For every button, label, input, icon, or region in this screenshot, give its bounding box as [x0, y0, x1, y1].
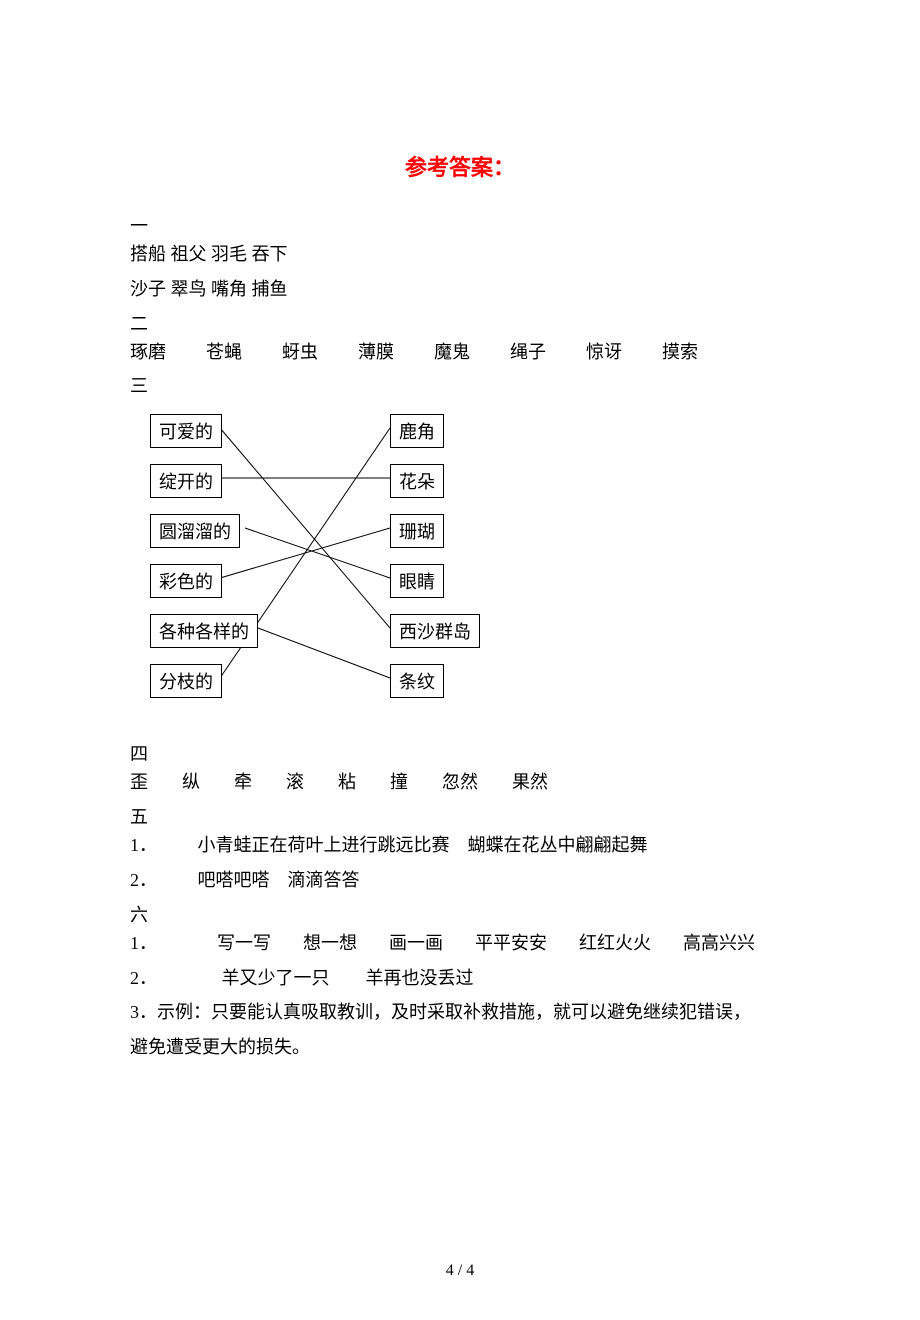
word: 忽然: [442, 768, 478, 797]
matching-diagram: 可爱的绽开的圆溜溜的彩色的各种各样的分枝的 鹿角花朵珊瑚眼睛西沙群岛条纹: [130, 414, 550, 724]
section-six-num: 六: [130, 901, 790, 927]
word: 滚: [286, 768, 304, 797]
item-text: 小青蛙正在荷叶上进行跳远比赛 蝴蝶在花丛中翩翩起舞: [162, 835, 648, 855]
section-five-num: 五: [130, 803, 790, 829]
match-edge: [258, 628, 390, 678]
word: 粘: [338, 768, 356, 797]
item-number: 2．: [130, 968, 157, 988]
word: 魔鬼: [434, 338, 470, 367]
match-right-label: 条纹: [390, 664, 444, 698]
section-five-q2: 2． 吧嗒吧嗒 滴滴答答: [130, 866, 790, 895]
word: 薄膜: [358, 338, 394, 367]
word: 惊讶: [586, 338, 622, 367]
word: 高高兴兴: [683, 929, 755, 958]
match-right-label: 鹿角: [390, 414, 444, 448]
word: 琢磨: [130, 338, 166, 367]
match-left-label: 绽开的: [150, 464, 222, 498]
match-right-label: 珊瑚: [390, 514, 444, 548]
page-title: 参考答案：: [130, 150, 790, 182]
word: 平平安安: [475, 929, 547, 958]
match-left-label: 圆溜溜的: [150, 514, 240, 548]
match-right-label: 花朵: [390, 464, 444, 498]
section-one-num: 一: [130, 212, 790, 238]
section-two-num: 二: [130, 310, 790, 336]
word: 摸索: [662, 338, 698, 367]
match-left-label: 各种各样的: [150, 614, 258, 648]
word: 歪: [130, 768, 148, 797]
word: 红红火火: [579, 929, 651, 958]
page-number-footer: 4 / 4: [130, 1262, 790, 1280]
section-six-q3-line1: 3．示例：只要能认真吸取教训，及时采取补救措施，就可以避免继续犯错误，: [130, 998, 790, 1027]
item-text: 吧嗒吧嗒 滴滴答答: [162, 870, 360, 890]
section-one-line1: 搭船 祖父 羽毛 吞下: [130, 240, 790, 269]
section-six-q2: 2． 羊又少了一只 羊再也没丢过: [130, 964, 790, 993]
match-left-label: 彩色的: [150, 564, 222, 598]
item-text: 羊又少了一只 羊再也没丢过: [162, 968, 474, 988]
match-left-label: 分枝的: [150, 664, 222, 698]
word: 牵: [234, 768, 252, 797]
section-four-words: 歪 纵 牵 滚 粘 撞 忽然 果然: [130, 768, 790, 797]
item-number: 2．: [130, 870, 157, 890]
word: 写一写: [217, 929, 271, 958]
match-left-label: 可爱的: [150, 414, 222, 448]
word: 苍蝇: [206, 338, 242, 367]
word: 果然: [512, 768, 548, 797]
word: 画一画: [389, 929, 443, 958]
word: 蚜虫: [282, 338, 318, 367]
section-four-num: 四: [130, 740, 790, 766]
word: 绳子: [510, 338, 546, 367]
section-five-q1: 1． 小青蛙正在荷叶上进行跳远比赛 蝴蝶在花丛中翩翩起舞: [130, 831, 790, 860]
match-right-label: 眼睛: [390, 564, 444, 598]
section-six-q1: 1． 写一写 想一想 画一画 平平安安 红红火火 高高兴兴: [130, 929, 790, 958]
section-three-num: 三: [130, 372, 790, 398]
section-six-q3-line2: 避免遭受更大的损失。: [130, 1033, 790, 1062]
word: 纵: [182, 768, 200, 797]
item-number: 1．: [130, 929, 157, 958]
section-two-words: 琢磨 苍蝇 蚜虫 薄膜 魔鬼 绳子 惊讶 摸索: [130, 338, 790, 367]
item-number: 1．: [130, 835, 157, 855]
item-text: 示例：只要能认真吸取教训，及时采取补救措施，就可以避免继续犯错误，: [157, 1002, 751, 1022]
word: 想一想: [303, 929, 357, 958]
section-one-line2: 沙子 翠鸟 嘴角 捕鱼: [130, 275, 790, 304]
match-right-label: 西沙群岛: [390, 614, 480, 648]
item-number: 3．: [130, 1002, 157, 1022]
word: 撞: [390, 768, 408, 797]
